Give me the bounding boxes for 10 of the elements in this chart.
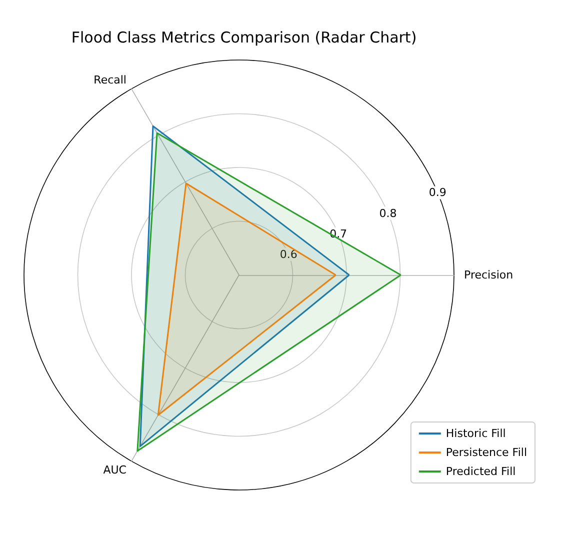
y-tick-label: 0.8 bbox=[379, 206, 397, 220]
legend-label: Persistence Fill bbox=[446, 446, 527, 459]
spoke-label: Recall bbox=[94, 74, 126, 87]
spoke-label: Precision bbox=[464, 268, 514, 282]
y-tick-label: 0.6 bbox=[280, 248, 298, 261]
legend-label: Historic Fill bbox=[446, 427, 506, 440]
chart-title: Flood Class Metrics Comparison (Radar Chart) bbox=[71, 28, 417, 46]
spoke-label: AUC bbox=[103, 463, 127, 476]
y-tick-label: 0.9 bbox=[428, 186, 446, 200]
legend-label: Predicted Fill bbox=[446, 465, 516, 478]
